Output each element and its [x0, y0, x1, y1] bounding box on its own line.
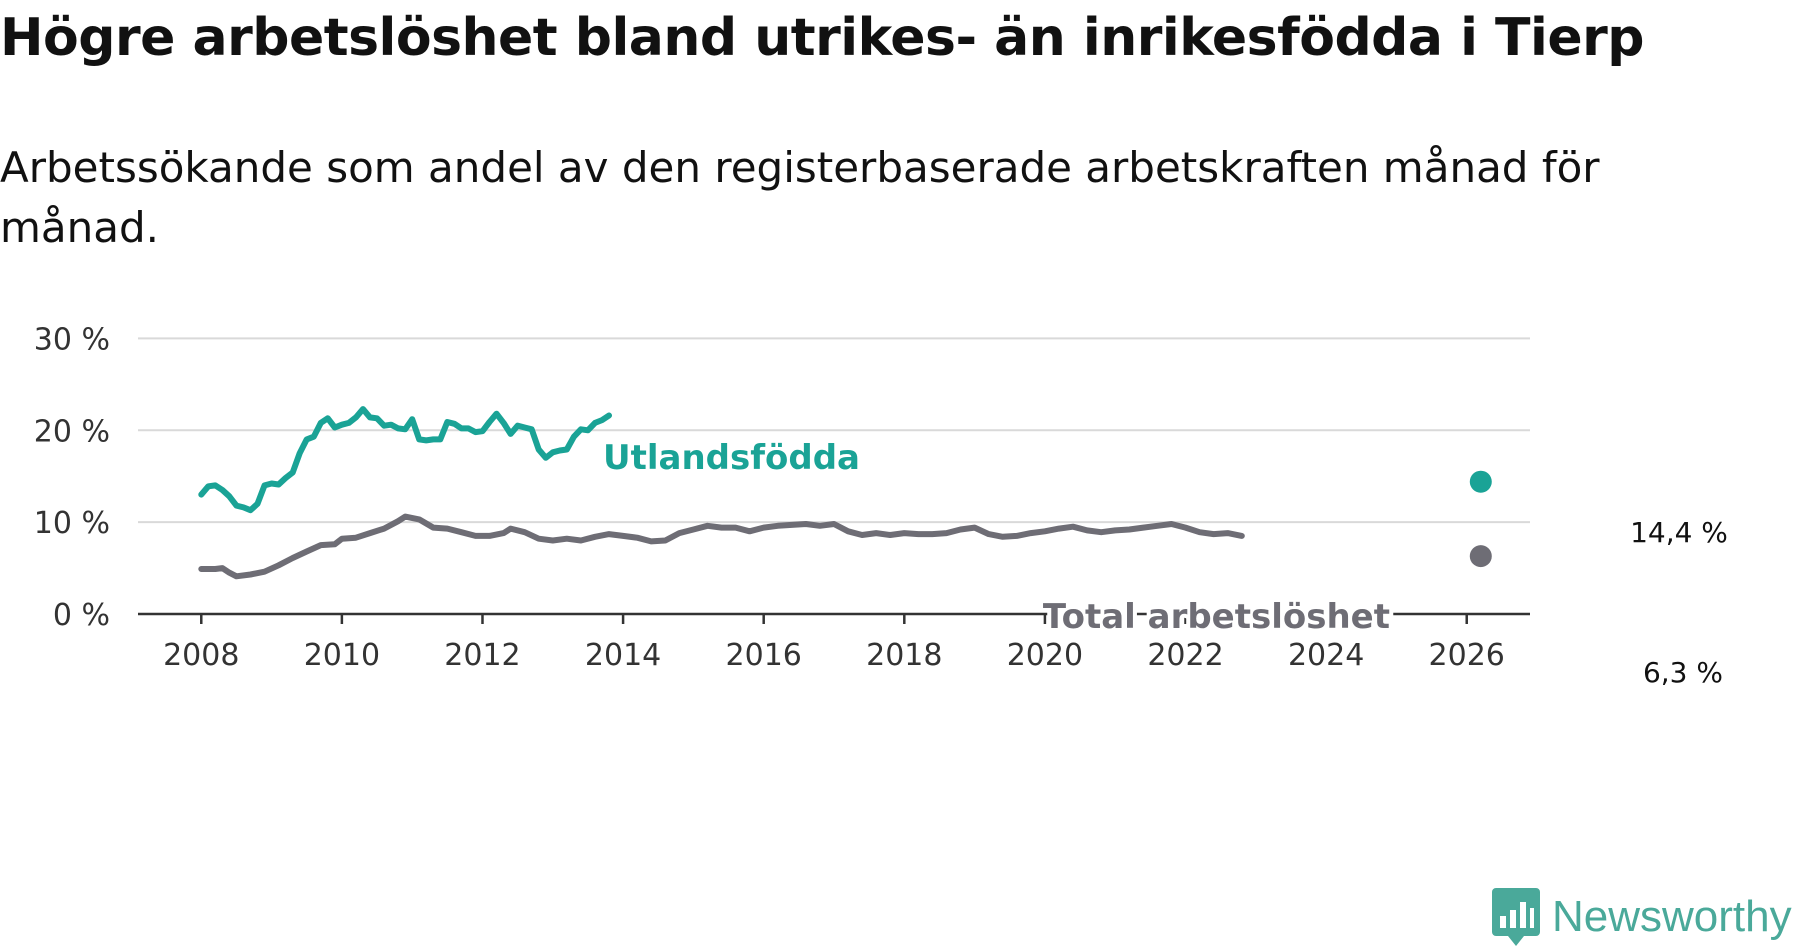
x-tick-label: 2018: [866, 638, 942, 673]
series-end-marker: [1469, 545, 1492, 568]
x-tick-label: 2022: [1147, 638, 1223, 673]
series-label: Total arbetslöshet: [1043, 597, 1390, 637]
x-tick-label: 2026: [1429, 638, 1505, 673]
x-tick-label: 2024: [1288, 638, 1364, 673]
end-value-label: 6,3 %: [1643, 656, 1723, 689]
y-tick-label: 10 %: [34, 506, 110, 541]
x-tick-label: 2012: [444, 638, 520, 673]
x-tick-label: 2020: [1007, 638, 1083, 673]
series-line: [198, 513, 1245, 580]
series-end-marker: [1469, 470, 1492, 493]
y-tick-label: 20 %: [34, 414, 110, 449]
chart-title: Högre arbetslöshet bland utrikes- än inr…: [0, 8, 1644, 68]
x-tick-label: 2014: [585, 638, 661, 673]
series-line: [198, 406, 612, 514]
x-tick-label: 2016: [726, 638, 802, 673]
newsworthy-logo-icon: [1492, 888, 1540, 946]
series-label: Utlandsfödda: [603, 438, 860, 478]
y-tick-label: 0 %: [53, 598, 110, 633]
x-tick-label: 2010: [304, 638, 380, 673]
brand-name: Newsworthy: [1552, 892, 1792, 941]
chart-subtitle: Arbetssökande som andel av den registerb…: [0, 143, 1600, 252]
end-value-label: 14,4 %: [1630, 516, 1728, 549]
newsworthy-logo: Newsworthy: [1490, 886, 1792, 948]
x-tick-label: 2008: [163, 638, 239, 673]
y-tick-label: 30 %: [34, 322, 110, 357]
